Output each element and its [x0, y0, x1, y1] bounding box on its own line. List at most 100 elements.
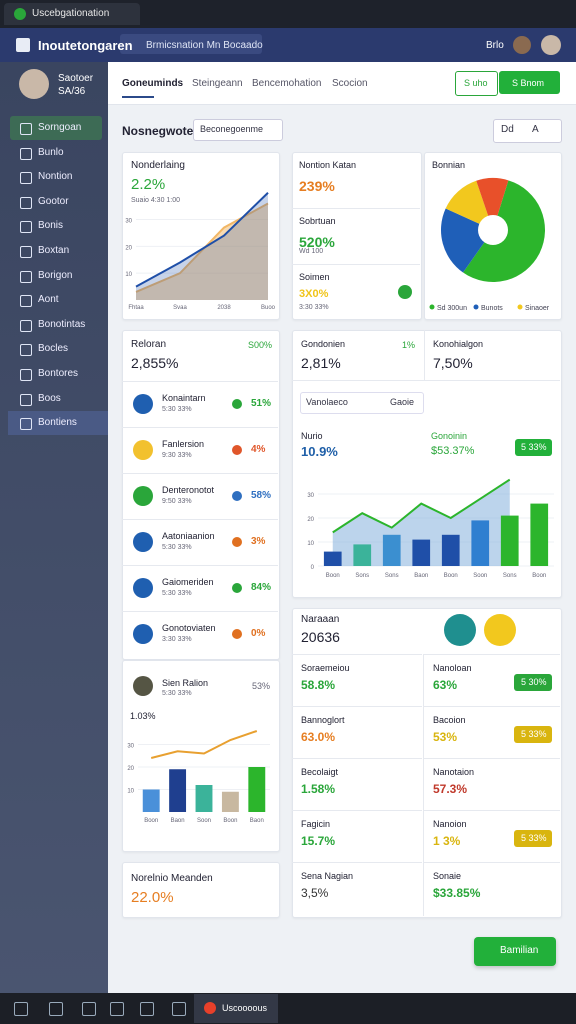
- nav-item[interactable]: Sorngoan: [38, 122, 82, 133]
- nav-icon: [20, 418, 32, 431]
- float-button[interactable]: [474, 937, 556, 966]
- card-title: Nonderlaing: [131, 160, 185, 171]
- float-button-label[interactable]: Bamilian: [500, 945, 539, 956]
- nav-icon: [20, 319, 32, 332]
- nav-item[interactable]: Boxtan: [38, 245, 70, 256]
- cell-title: Nanoion: [433, 819, 467, 829]
- item-sub: 5:30 33%: [162, 544, 192, 551]
- nav-icon: [20, 246, 32, 258]
- taskbar-label[interactable]: Uscoooous: [222, 1003, 268, 1013]
- item-sub: 5:30 33%: [162, 406, 192, 413]
- nav-item[interactable]: Bonotintas: [38, 318, 86, 330]
- tab-button[interactable]: [455, 71, 498, 96]
- item-value: 53%: [252, 681, 271, 691]
- kpi-icon: [398, 285, 412, 299]
- item-icon: [133, 394, 153, 414]
- taskbar-icon[interactable]: [140, 1002, 154, 1016]
- item-name: Konaintarn: [162, 393, 206, 403]
- tab[interactable]: Scocion: [332, 78, 368, 89]
- dropdown[interactable]: [193, 119, 283, 141]
- cell-value: 63.0%: [301, 730, 336, 744]
- nav-icon: [20, 270, 32, 283]
- nav-item[interactable]: Boos: [38, 392, 61, 404]
- divider: [292, 810, 422, 811]
- item-value: 84%: [251, 582, 272, 593]
- nav-item[interactable]: Bontores: [38, 368, 79, 379]
- filter-button[interactable]: Gaoie: [390, 397, 415, 407]
- badge-label: 5 33%: [521, 729, 547, 739]
- nav-item[interactable]: Bocles: [38, 343, 69, 355]
- tab[interactable]: Goneuminds: [122, 78, 184, 89]
- nav-item[interactable]: Bontiens: [38, 417, 77, 429]
- taskbar-icon[interactable]: [172, 1002, 186, 1016]
- nav-item[interactable]: Borigon: [38, 269, 73, 281]
- card-title: Reloran: [131, 339, 167, 350]
- item-badge: [232, 537, 242, 547]
- item-icon: [133, 486, 153, 506]
- cell-value: 1 3%: [433, 834, 461, 848]
- nav-icon: [20, 196, 32, 209]
- browser-icon: [14, 8, 26, 20]
- search-box[interactable]: [120, 34, 262, 54]
- item-name: Sien Ralion: [162, 678, 209, 688]
- tab[interactable]: Steingeann: [192, 78, 243, 89]
- badge: [515, 439, 552, 456]
- cell-title: Nanoloan: [433, 663, 472, 673]
- item-icon: [133, 624, 153, 644]
- chart-title: 1.03%: [130, 711, 156, 721]
- control[interactable]: [493, 119, 562, 143]
- tab[interactable]: Bencemohation: [252, 78, 322, 89]
- nav-item[interactable]: Gootor: [38, 195, 69, 207]
- mini-donut: [444, 614, 476, 646]
- cell-value: 63%: [433, 678, 458, 692]
- cell-title: Becolaigt: [301, 767, 339, 777]
- card-title: Gondonien: [301, 339, 346, 349]
- taskbar: [0, 993, 576, 1024]
- item-badge: [232, 583, 242, 593]
- cell-value: 57.3%: [433, 782, 468, 796]
- taskbar-icon[interactable]: [110, 1002, 124, 1016]
- item-sub: 5:30 33%: [162, 690, 192, 697]
- sidebar: [0, 62, 108, 993]
- tab-button[interactable]: [499, 71, 560, 94]
- nav-icon: [20, 344, 32, 357]
- filter[interactable]: [300, 392, 424, 414]
- metric-value: $53.37%: [431, 445, 475, 457]
- control-label[interactable]: A: [532, 124, 539, 135]
- cell-value: $33.85%: [433, 886, 481, 900]
- summary-card: [292, 608, 562, 918]
- control-label[interactable]: Dd: [501, 124, 514, 135]
- kpi-value: 239%: [299, 178, 335, 194]
- browser-tab[interactable]: [4, 3, 140, 25]
- taskbar-icon[interactable]: [82, 1002, 96, 1016]
- taskbar-icon[interactable]: [49, 1002, 63, 1016]
- avatar: [541, 35, 561, 55]
- metric-title: Nurio: [301, 431, 323, 441]
- card-value: 22.0%: [131, 889, 174, 906]
- filter-text[interactable]: Vanolaeco: [306, 397, 348, 407]
- taskbar-icon[interactable]: [14, 1002, 28, 1016]
- nav-item[interactable]: Aont: [38, 294, 59, 306]
- card-badge: S00%: [248, 340, 273, 350]
- item-sub: 9:50 33%: [162, 498, 192, 505]
- nav-selected[interactable]: [8, 411, 108, 436]
- note-card: [122, 862, 280, 918]
- cell-value: 58.8%: [301, 678, 336, 692]
- dropdown-label[interactable]: Beconegoenme: [200, 124, 264, 134]
- card-title: Naraaan: [301, 614, 340, 625]
- divider: [292, 706, 422, 707]
- kpi-title: Soimen: [299, 272, 330, 282]
- nav-item[interactable]: Bunlo: [38, 146, 64, 158]
- divider: [122, 381, 278, 382]
- nav-icon: [20, 369, 32, 381]
- divider: [292, 654, 422, 655]
- nav-item[interactable]: Bonis: [38, 220, 64, 232]
- item-name: Gonotoviaten: [162, 623, 216, 633]
- divider: [122, 611, 278, 612]
- kpi-sub: 3:30 33%: [299, 304, 329, 311]
- nav-item[interactable]: Nontion: [38, 171, 73, 183]
- divider: [292, 380, 560, 381]
- cell-title: Nanotaion: [433, 767, 475, 777]
- nav-active[interactable]: [10, 116, 102, 140]
- cell-title: Fagicin: [301, 819, 331, 829]
